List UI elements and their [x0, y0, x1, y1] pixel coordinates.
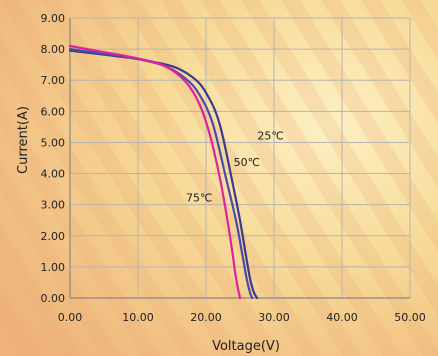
tick-labels: 0.00 10.00 20.00 30.00 40.00 50.00 0.00 1.00 2.0…	[41, 12, 426, 324]
series-line-2	[68, 44, 242, 300]
y-tick-label-8: 8.00	[41, 43, 66, 56]
y-tick-label-1: 1.00	[41, 261, 66, 274]
y-tick-label-5: 5.00	[41, 136, 66, 149]
y-tick-label-3: 3.00	[41, 199, 66, 212]
series-label-1: 50℃	[234, 156, 260, 169]
x-tick-label-2: 20.00	[190, 311, 222, 324]
x-tick-label-0: 0.00	[58, 311, 83, 324]
x-tick-label-5: 50.00	[394, 311, 426, 324]
y-tick-label-4: 4.00	[41, 168, 66, 181]
y-tick-label-6: 6.00	[41, 105, 66, 118]
y-tick-label-7: 7.00	[41, 74, 66, 87]
y-tick-label-2: 2.00	[41, 230, 66, 243]
x-tick-label-4: 40.00	[326, 311, 358, 324]
x-tick-label-1: 10.00	[122, 311, 154, 324]
series-layer	[68, 44, 259, 300]
y-tick-label-9: 9.00	[41, 12, 66, 25]
x-tick-label-3: 30.00	[258, 311, 290, 324]
x-axis-title: Voltage(V)	[212, 339, 280, 354]
series-label-0: 25℃	[257, 129, 283, 142]
series-name-labels: 25℃ 50℃ 75℃	[186, 129, 284, 204]
series-label-2: 75℃	[186, 192, 212, 205]
y-axis-title: Current(A)	[16, 106, 31, 174]
y-tick-label-0: 0.00	[41, 292, 66, 305]
